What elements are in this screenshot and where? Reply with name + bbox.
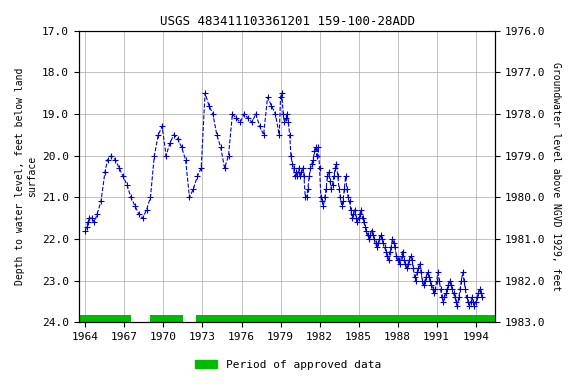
Y-axis label: Depth to water level, feet below land
surface: Depth to water level, feet below land su… — [15, 68, 37, 285]
Bar — [196, 315, 495, 330]
Bar — [150, 315, 183, 330]
Title: USGS 483411103361201 159-100-28ADD: USGS 483411103361201 159-100-28ADD — [160, 15, 415, 28]
Bar — [79, 315, 131, 330]
Y-axis label: Groundwater level above NGVD 1929, feet: Groundwater level above NGVD 1929, feet — [551, 62, 561, 291]
Legend: Period of approved data: Period of approved data — [191, 356, 385, 375]
